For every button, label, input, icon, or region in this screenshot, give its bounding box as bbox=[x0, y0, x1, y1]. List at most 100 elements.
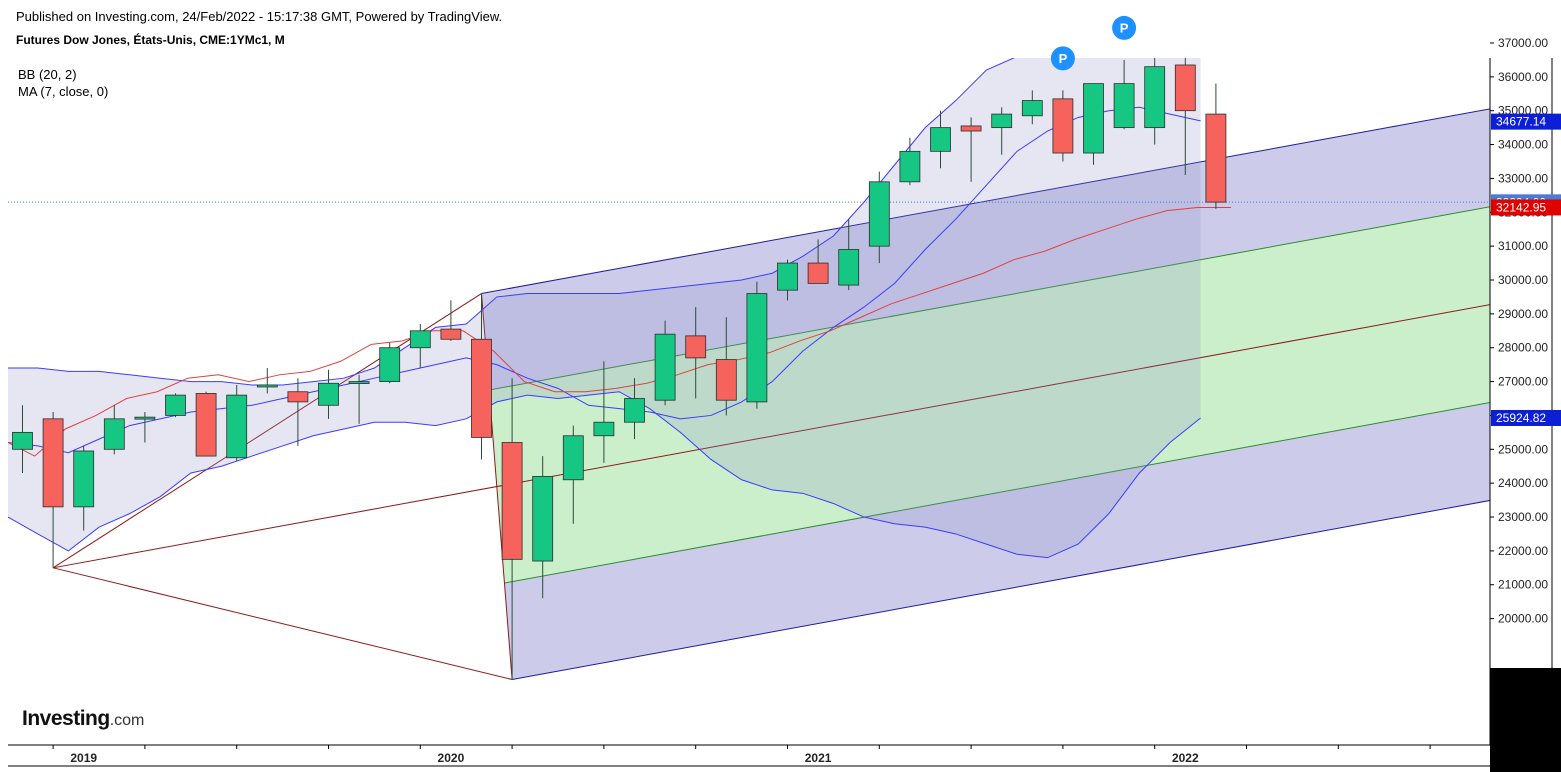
candle-body bbox=[12, 431, 33, 450]
marker-circle bbox=[1112, 15, 1137, 40]
candle[interactable] bbox=[1021, 90, 1043, 125]
x-tick-label: 2019 bbox=[70, 751, 97, 765]
candle-body bbox=[1113, 83, 1135, 129]
candle[interactable] bbox=[685, 307, 707, 399]
candle[interactable] bbox=[440, 300, 462, 341]
candle[interactable] bbox=[1144, 57, 1166, 145]
candle-body bbox=[287, 391, 309, 403]
pitchfork-lower-fill bbox=[504, 402, 1490, 680]
candle-body bbox=[1083, 83, 1104, 154]
price-label: 32142.95 bbox=[1491, 199, 1561, 216]
candle-body bbox=[624, 398, 645, 423]
y-tick-label: 21000.00 bbox=[1498, 578, 1548, 592]
x-tick-label: 2020 bbox=[438, 751, 465, 765]
candle[interactable] bbox=[532, 456, 554, 599]
candle[interactable] bbox=[501, 378, 523, 680]
candle-body bbox=[654, 333, 676, 401]
marker-label: P bbox=[1120, 20, 1129, 35]
pitchfork-lower-line bbox=[512, 499, 1490, 681]
candle-body bbox=[165, 394, 186, 416]
candle[interactable] bbox=[1083, 83, 1104, 165]
candle[interactable] bbox=[746, 281, 768, 409]
investing-logo: Investing.com bbox=[22, 707, 144, 731]
moving-average-legend[interactable]: MA (7, close, 0) bbox=[18, 84, 109, 99]
candle[interactable] bbox=[195, 391, 217, 457]
y-tick-label: 25000.00 bbox=[1498, 442, 1548, 456]
candle-body bbox=[348, 381, 370, 384]
y-tick-label: 24000.00 bbox=[1498, 476, 1548, 490]
logo-brand: Investing bbox=[22, 707, 110, 730]
candle[interactable] bbox=[1052, 90, 1074, 162]
earnings-marker[interactable]: P bbox=[1050, 46, 1075, 71]
candle[interactable] bbox=[715, 317, 737, 416]
y-tick-label: 30000.00 bbox=[1498, 273, 1548, 287]
earnings-marker[interactable]: P bbox=[1112, 15, 1137, 40]
y-tick-label: 27000.00 bbox=[1498, 375, 1548, 389]
candle[interactable] bbox=[654, 320, 676, 406]
indicator-legend: BB (20, 2) MA (7, close, 0) bbox=[18, 66, 108, 100]
candle[interactable] bbox=[838, 219, 860, 291]
bollinger-band-fill bbox=[8, 58, 1201, 558]
candle[interactable] bbox=[991, 107, 1013, 155]
y-tick-label: 36000.00 bbox=[1498, 70, 1548, 84]
candle-body bbox=[226, 394, 248, 459]
candle[interactable] bbox=[471, 293, 492, 460]
candle-body bbox=[1144, 66, 1166, 129]
pitchfork-median-line bbox=[53, 304, 1490, 569]
candle-body bbox=[868, 181, 890, 247]
x-tick-label: 2021 bbox=[805, 751, 832, 765]
candle-body bbox=[318, 382, 339, 406]
candle-body bbox=[195, 393, 217, 457]
candle[interactable] bbox=[348, 374, 370, 424]
moving-average-line bbox=[8, 206, 1231, 457]
candle-body bbox=[562, 435, 584, 481]
y-tick-label: 23000.00 bbox=[1498, 510, 1548, 524]
candle[interactable] bbox=[12, 405, 33, 474]
candle[interactable] bbox=[899, 137, 921, 186]
published-line: Published on Investing.com, 24/Feb/2022 … bbox=[16, 9, 503, 24]
logo-suffix: .com bbox=[109, 712, 145, 729]
candle[interactable] bbox=[42, 412, 64, 568]
candle[interactable] bbox=[103, 405, 125, 455]
candle[interactable] bbox=[1205, 83, 1227, 209]
candle-body bbox=[593, 421, 615, 437]
candle[interactable] bbox=[134, 412, 156, 443]
candle-body bbox=[73, 450, 95, 508]
candle-body bbox=[746, 293, 768, 403]
candle-body bbox=[42, 418, 64, 508]
candle[interactable] bbox=[868, 171, 890, 264]
price-label-box bbox=[1491, 199, 1561, 216]
candle[interactable] bbox=[256, 368, 278, 394]
price-label-text: 25924.82 bbox=[1496, 411, 1546, 425]
pitchfork-inner-fill bbox=[489, 206, 1490, 584]
candle[interactable] bbox=[593, 361, 615, 463]
candle[interactable] bbox=[379, 342, 401, 384]
candle[interactable] bbox=[960, 117, 982, 182]
y-tick-label: 37000.00 bbox=[1498, 36, 1548, 50]
y-tick-label: 34000.00 bbox=[1498, 138, 1548, 152]
candle[interactable] bbox=[73, 445, 95, 531]
candle-body bbox=[1052, 98, 1074, 154]
candle[interactable] bbox=[318, 369, 339, 419]
candle[interactable] bbox=[807, 239, 829, 284]
candle-body bbox=[715, 359, 737, 401]
candle[interactable] bbox=[777, 259, 798, 301]
pitchfork-handle-ac bbox=[52, 567, 513, 681]
x-tick-label: 2022 bbox=[1172, 751, 1199, 765]
candle-body bbox=[685, 335, 707, 359]
candle[interactable] bbox=[562, 425, 584, 524]
candle[interactable] bbox=[1113, 59, 1135, 130]
candle[interactable] bbox=[165, 393, 186, 418]
candle[interactable] bbox=[287, 378, 309, 446]
candle[interactable] bbox=[226, 384, 248, 462]
pitchfork-upper-fill bbox=[481, 108, 1490, 391]
symbol-title: Futures Dow Jones, États-Unis, CME:1YMc1… bbox=[16, 33, 285, 47]
candle[interactable] bbox=[930, 110, 951, 169]
candle-body bbox=[960, 125, 982, 132]
candle[interactable] bbox=[624, 378, 645, 440]
candle-body bbox=[409, 330, 431, 349]
candle[interactable] bbox=[409, 324, 431, 369]
bollinger-legend[interactable]: BB (20, 2) bbox=[18, 67, 77, 82]
candle[interactable] bbox=[1174, 46, 1196, 176]
